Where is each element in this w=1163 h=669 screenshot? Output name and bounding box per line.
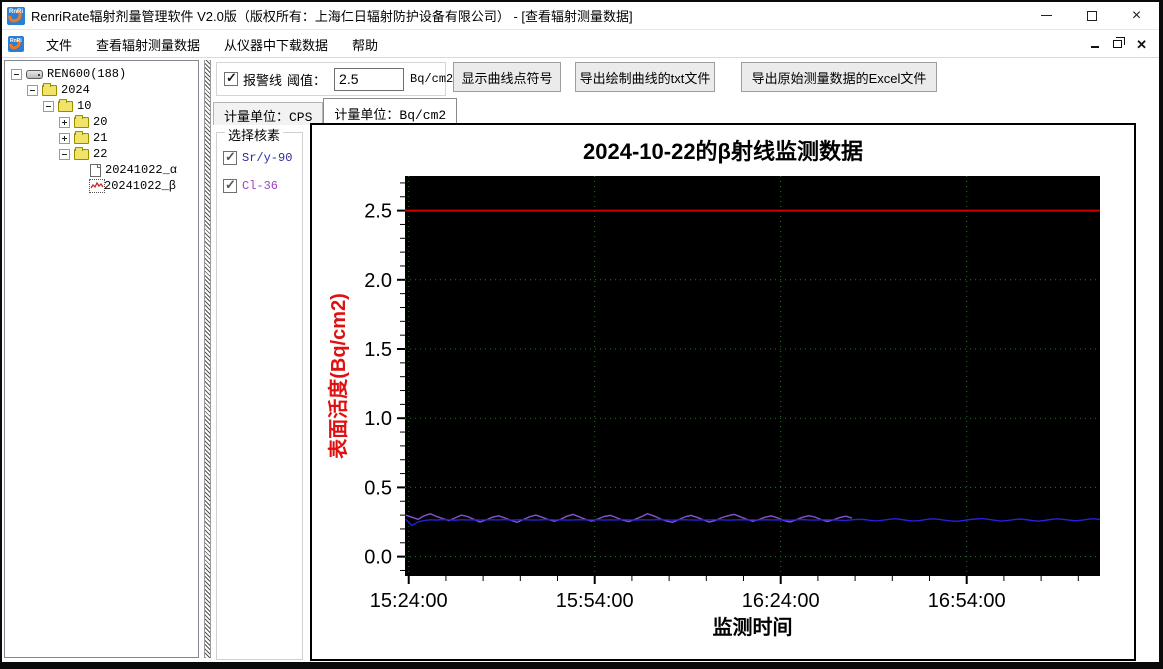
folder-icon [42, 82, 57, 96]
chart-file-icon [89, 179, 105, 193]
caption-buttons: × [1024, 2, 1159, 29]
tree-item-label: 20241022_α [105, 163, 178, 177]
folder-icon [58, 98, 73, 112]
alarm-line-label: 报警线 [243, 72, 283, 88]
svg-text:15:54:00: 15:54:00 [556, 590, 634, 612]
alarm-line-checkbox[interactable]: ✓ [224, 70, 238, 86]
check-icon: ✓ [225, 149, 236, 164]
svg-text:0.0: 0.0 [364, 547, 392, 569]
svg-text:监测时间: 监测时间 [713, 616, 793, 639]
collapse-icon[interactable] [27, 84, 38, 96]
device-icon [26, 69, 43, 79]
tree-item-20[interactable]: 20 [5, 114, 198, 130]
menu-item-3[interactable]: 帮助 [352, 37, 379, 53]
tree-item-20241022_α[interactable]: 20241022_α [5, 162, 198, 178]
menu-item-0[interactable]: 文件 [46, 37, 73, 53]
export-txt-button[interactable]: 导出绘制曲线的txt文件 [575, 62, 715, 92]
minimize-button[interactable] [1024, 2, 1069, 29]
maximize-button[interactable] [1069, 2, 1114, 29]
tree-item-REN600(188)[interactable]: REN600(188) [5, 66, 198, 82]
unit-tabs: 计量单位：CPS 计量单位：Bq/cm2 [213, 98, 458, 125]
nuclide-label: Cl-36 [242, 179, 279, 193]
alarm-settings-group: ✓ 报警线 阈值： Bq/cm2 [216, 62, 453, 96]
svg-text:1.5: 1.5 [364, 339, 392, 361]
tab-unit-1[interactable]: 计量单位：Bq/cm2 [323, 98, 458, 125]
svg-text:16:54:00: 16:54:00 [928, 590, 1006, 612]
tree-item-10[interactable]: 10 [5, 98, 198, 114]
collapse-icon[interactable] [43, 100, 54, 112]
menu-items: 文件 查看辐射测量数据 从仪器中下载数据 帮助 [34, 31, 390, 58]
monitoring-chart: 2024-10-22的β射线监测数据 0.0 0.5 1.0 1.5 2.0 2.5 15:2… [326, 139, 1101, 639]
mdi-restore-button[interactable] [1113, 37, 1126, 48]
folder-icon [74, 146, 89, 160]
mdi-window-controls: ✕ [1091, 36, 1159, 52]
svg-text:0.5: 0.5 [364, 477, 392, 499]
svg-text:2024-10-22的β射线监测数据: 2024-10-22的β射线监测数据 [583, 139, 863, 164]
collapse-icon[interactable] [11, 68, 22, 80]
title-bar: RnRi RenriRate辐射剂量管理软件 V2.0版（版权所有：上海仁日辐射… [2, 2, 1159, 30]
nuclide-checkbox[interactable]: ✓ [223, 149, 237, 165]
nuclide-label: Sr/y-90 [242, 151, 293, 165]
close-icon: × [1131, 6, 1142, 24]
nuclide-select-group: 选择核素 ✓ Sr/y-90 ✓ Cl-36 [216, 125, 303, 660]
maximize-icon [1086, 10, 1097, 21]
export-excel-button[interactable]: 导出原始测量数据的Excel文件 [741, 62, 937, 92]
tab-unit-0[interactable]: 计量单位：CPS [213, 102, 324, 125]
check-icon: ✓ [226, 70, 237, 85]
mdi-child-icon: RnRi [8, 36, 24, 52]
app-logo-icon: RnRi [7, 6, 25, 25]
chart-panel: 2024-10-22的β射线监测数据 0.0 0.5 1.0 1.5 2.0 2.5 15:2… [310, 123, 1136, 661]
tree-item-label: 2024 [61, 83, 90, 97]
nuclide-checkbox[interactable]: ✓ [223, 177, 237, 193]
menu-item-2[interactable]: 从仪器中下载数据 [224, 37, 329, 53]
menu-item-1[interactable]: 查看辐射测量数据 [96, 37, 201, 53]
check-icon: ✓ [225, 177, 236, 192]
window-title: RenriRate辐射剂量管理软件 V2.0版（版权所有：上海仁日辐射防护设备有… [31, 9, 633, 24]
tree-item-label: 22 [93, 147, 108, 161]
measurement-tree: REN600(188) 2024 10 20 21 22 20241022_α 2024102… [4, 60, 199, 658]
collapse-icon[interactable] [59, 148, 70, 160]
svg-text:2.0: 2.0 [364, 270, 392, 292]
folder-icon [74, 130, 89, 144]
mdi-minimize-button[interactable] [1091, 46, 1100, 48]
tree-item-21[interactable]: 21 [5, 130, 198, 146]
nuclide-group-title: 选择核素 [225, 125, 284, 144]
menu-bar: RnRi 文件 查看辐射测量数据 从仪器中下载数据 帮助 ✕ [2, 31, 1159, 58]
tree-item-label: 20 [93, 115, 108, 129]
threshold-input[interactable] [334, 67, 405, 91]
mdi-close-button[interactable]: ✕ [1136, 36, 1147, 52]
minimize-icon [1041, 15, 1052, 16]
tree-item-20241022_β[interactable]: 20241022_β [5, 178, 198, 194]
nuclide-item-Cl-36[interactable]: ✓ Cl-36 [223, 177, 302, 193]
tree-item-label: REN600(188) [47, 67, 127, 81]
tree-item-label: 21 [93, 131, 108, 145]
expand-icon[interactable] [59, 116, 70, 128]
close-button[interactable]: × [1114, 2, 1159, 29]
threshold-unit-label: Bq/cm2 [410, 72, 454, 86]
threshold-label: 阈值： [287, 72, 327, 88]
folder-icon [74, 114, 89, 128]
panel-splitter[interactable] [204, 60, 211, 658]
svg-text:1.0: 1.0 [364, 408, 392, 430]
document-icon [90, 163, 101, 177]
tree-item-label: 10 [77, 99, 92, 113]
svg-text:16:24:00: 16:24:00 [742, 590, 820, 612]
expand-icon[interactable] [59, 132, 70, 144]
show-curve-points-button[interactable]: 显示曲线点符号 [453, 62, 561, 92]
tree-item-22[interactable]: 22 [5, 146, 198, 162]
svg-text:15:24:00: 15:24:00 [370, 590, 448, 612]
tree-item-label: 20241022_β [104, 179, 177, 193]
nuclide-item-Sr/y-90[interactable]: ✓ Sr/y-90 [223, 149, 302, 165]
svg-text:表面活度(Bq/cm2): 表面活度(Bq/cm2) [326, 293, 350, 459]
svg-text:2.5: 2.5 [364, 201, 392, 223]
tree-item-2024[interactable]: 2024 [5, 82, 198, 98]
